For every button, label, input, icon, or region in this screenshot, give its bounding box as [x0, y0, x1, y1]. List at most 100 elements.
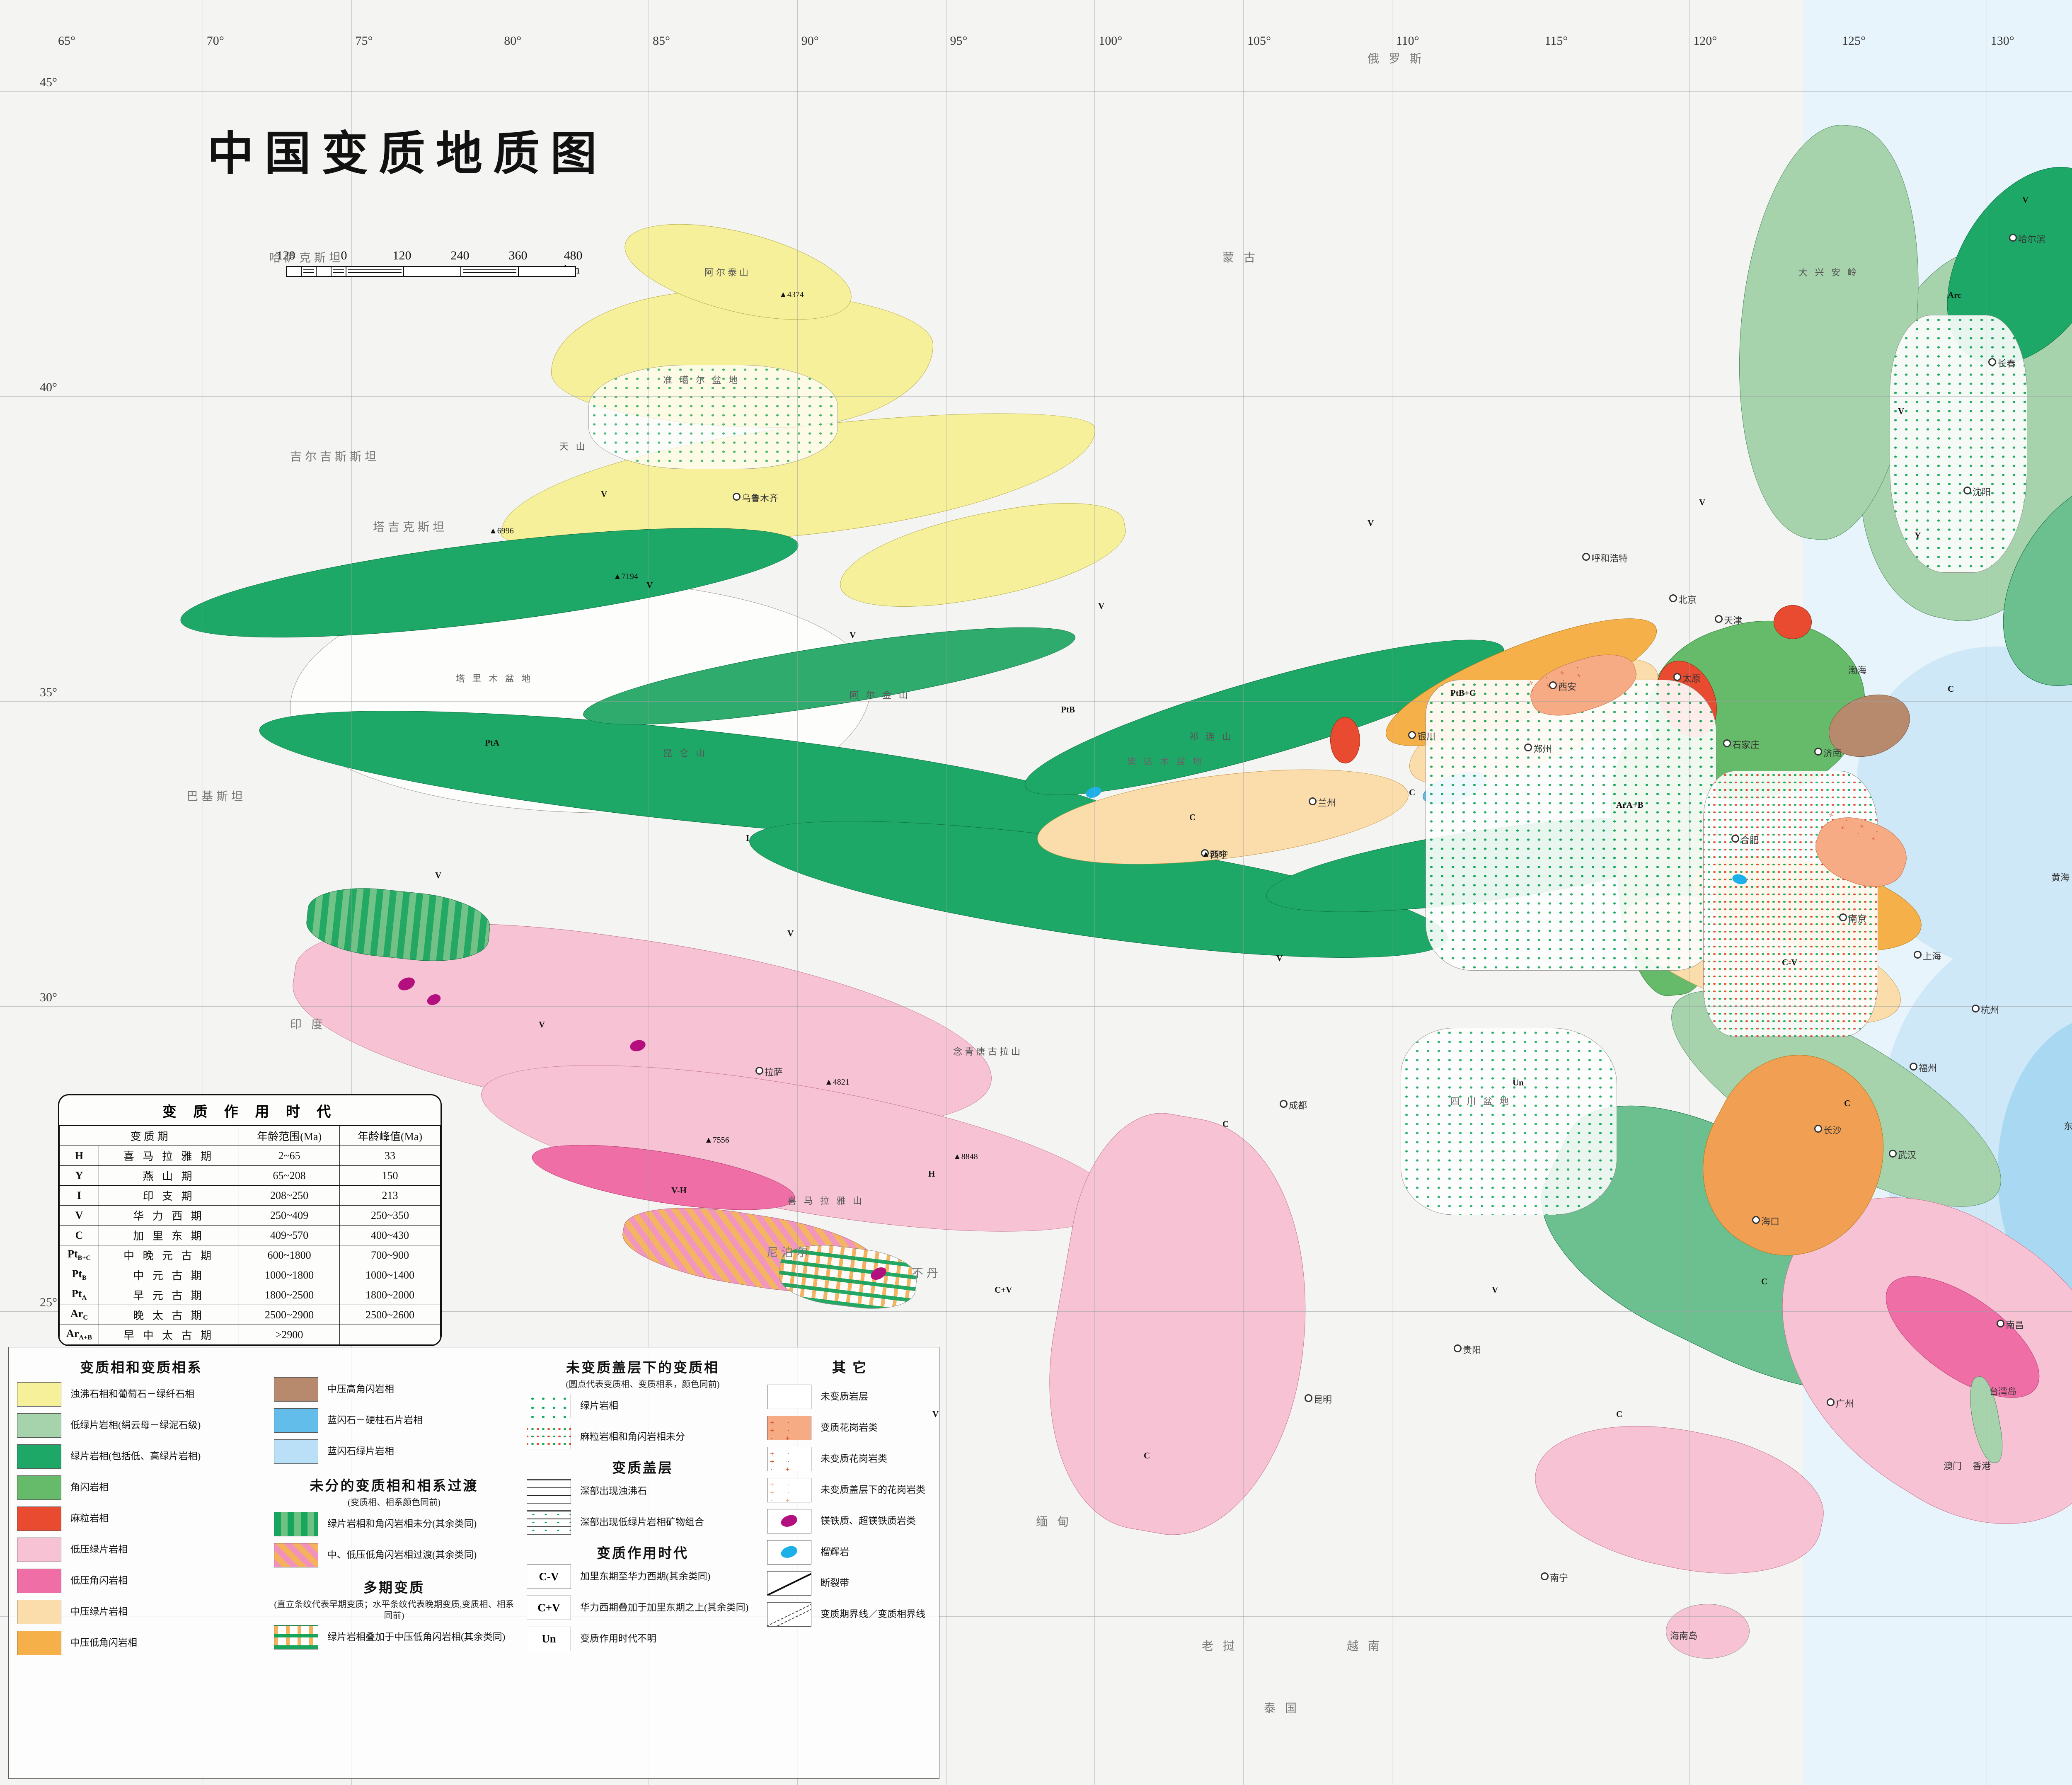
- mountain-label: 念青唐古拉山: [953, 1046, 1023, 1057]
- age-period-name: 印 支 期: [98, 1185, 240, 1206]
- legend-item[interactable]: 绿片岩相和角闪岩相未分(其余类同): [274, 1512, 514, 1537]
- city-dot-icon: [1814, 1125, 1822, 1133]
- city-dot-icon: [1889, 1150, 1897, 1158]
- legend-item[interactable]: 变质期界线／变质相界线: [767, 1602, 933, 1627]
- longitude-label: 130°: [1990, 34, 2014, 48]
- legend-items-age: C-V 加里东期至华力西期(其余类同) C+V 华力西期叠加于加里东期之上(其余类同)…: [527, 1565, 759, 1652]
- legend-swatch-pattern: [274, 1512, 318, 1537]
- legend-item[interactable]: 蓝闪石－硬柱石片岩相: [274, 1408, 514, 1433]
- legend-item[interactable]: 麻粒岩相和角闪岩相未分: [527, 1425, 759, 1450]
- age-table-header-range: 年龄范围(Ma): [239, 1126, 340, 1146]
- facies-code-label: V: [1276, 953, 1283, 963]
- legend-swatch: [17, 1569, 61, 1593]
- facies-code-label: V: [2022, 195, 2029, 205]
- peak-elevation-label: ▲5588: [1202, 850, 1227, 859]
- city-dot-icon: [1997, 1320, 2004, 1327]
- place-label: 哈尔滨: [2018, 234, 2046, 245]
- legend-item[interactable]: Un 变质作用时代不明: [527, 1627, 759, 1652]
- mountain-label: 阿 尔 金 山: [850, 690, 910, 700]
- city-dot-icon: [1723, 739, 1731, 747]
- scale-label: 120: [276, 249, 295, 262]
- legend-swatch-blob: [767, 1540, 811, 1565]
- legend-item[interactable]: 低压绿片岩相: [17, 1538, 266, 1562]
- place-label: 兰州: [1318, 798, 1336, 808]
- legend-item[interactable]: 榴辉岩: [767, 1540, 933, 1565]
- legend-item-label: 麻粒岩相: [70, 1513, 109, 1524]
- legend-item[interactable]: C-V 加里东期至华力西期(其余类同): [527, 1565, 759, 1589]
- legend-item[interactable]: 中压低角闪岩相: [17, 1631, 266, 1655]
- legend-item[interactable]: 镁铁质、超镁铁质岩类: [767, 1509, 933, 1533]
- facies-code-label: Arc: [1948, 290, 1962, 300]
- city-dot-icon: [1752, 1216, 1760, 1224]
- country-label: 尼泊尔: [767, 1246, 812, 1259]
- city-dot-icon: [1280, 1100, 1288, 1108]
- parallel-line: [0, 1311, 2072, 1312]
- age-peak: 1000~1400: [339, 1265, 441, 1285]
- meridian-line: [797, 0, 798, 1785]
- legend-swatch-pattern: [527, 1479, 571, 1504]
- legend-item[interactable]: 深部出现低绿片岩相矿物组合: [527, 1510, 759, 1535]
- longitude-label: 65°: [58, 34, 75, 48]
- legend-item[interactable]: + · + ·· + · + 未变质花岗岩类: [767, 1447, 933, 1471]
- legend-swatch: [17, 1538, 61, 1562]
- place-label: 呼和浩特: [1591, 553, 1628, 564]
- city-dot-icon: [1988, 358, 1996, 366]
- scale-label: 240: [450, 249, 470, 262]
- legend-items-facies: 浊沸石相和葡萄石－绿纤石相 低绿片岩相(绢云母－绿泥石级) 绿片岩相(包括低、高绿片…: [17, 1382, 266, 1655]
- age-symbol: H: [59, 1146, 99, 1166]
- place-label: 长沙: [1823, 1125, 1842, 1136]
- legend-item-label: 中压高角闪岩相: [327, 1384, 394, 1395]
- legend-item[interactable]: 蓝闪石绿片岩相: [274, 1439, 514, 1464]
- legend-swatch-line: [767, 1571, 811, 1596]
- legend-swatch-pattern: [527, 1510, 571, 1535]
- legend-heading-other: 其 它: [832, 1361, 868, 1376]
- city-dot-icon: [1715, 615, 1723, 623]
- longitude-label: 105°: [1247, 34, 1271, 48]
- legend-item[interactable]: + · + ·· + · + 未变质盖层下的花岗岩类: [767, 1478, 933, 1502]
- legend-item[interactable]: 低压角闪岩相: [17, 1569, 266, 1593]
- basin-label: 四 川 盆 地: [1450, 1096, 1511, 1107]
- scale-bar: 120 0 120 240 360 480 km: [277, 249, 583, 277]
- granite-plus-icon: + · + ·· + · +: [770, 1419, 795, 1440]
- city-dot-icon: [1914, 951, 1922, 959]
- age-period-name: 早 元 古 期: [98, 1285, 240, 1305]
- age-symbol: PtB: [59, 1265, 99, 1285]
- legend-item[interactable]: 中、低压低角闪岩相过渡(其余类同): [274, 1543, 514, 1568]
- legend-item[interactable]: + · + ·· + · + 变质花岗岩类: [767, 1416, 933, 1440]
- legend-item-label: 华力西期叠加于加里东期之上(其余类同): [580, 1602, 749, 1613]
- legend-item[interactable]: 断裂带: [767, 1571, 933, 1596]
- place-label: 济南: [1823, 748, 1842, 758]
- place-label: 南宁: [1550, 1573, 1569, 1583]
- legend-item[interactable]: 绿片岩相: [527, 1394, 759, 1419]
- legend-item[interactable]: 角闪岩相: [17, 1475, 266, 1500]
- legend-heading-facies: 变质相和变质相系: [80, 1361, 203, 1376]
- legend-item[interactable]: 绿片岩相叠加于中压低角闪岩相(其余类同): [274, 1625, 514, 1649]
- legend-item[interactable]: 低绿片岩相(绢云母－绿泥石级): [17, 1413, 266, 1438]
- legend-item[interactable]: 深部出现浊沸石: [527, 1479, 759, 1504]
- age-peak: [339, 1325, 441, 1345]
- meridian-line: [351, 0, 352, 1785]
- legend-item[interactable]: 中压高角闪岩相: [274, 1377, 514, 1402]
- longitude-label: 90°: [801, 34, 819, 48]
- legend-item[interactable]: 中压绿片岩相: [17, 1600, 266, 1624]
- legend-code-box: C+V: [527, 1596, 571, 1620]
- legend-item[interactable]: 未变质岩层: [767, 1385, 933, 1409]
- legend-item[interactable]: 麻粒岩相: [17, 1506, 266, 1531]
- legend-item[interactable]: C+V 华力西期叠加于加里东期之上(其余类同): [527, 1596, 759, 1620]
- legend-code-box: Un: [527, 1627, 571, 1652]
- latitude-label: 25°: [40, 1296, 57, 1309]
- city-dot-icon: [1827, 1398, 1835, 1406]
- legend-items-metamorphic-cover: 深部出现浊沸石 深部出现低绿片岩相矿物组合: [527, 1479, 759, 1535]
- age-symbol: Y: [59, 1165, 99, 1186]
- age-symbol: ArC: [59, 1305, 99, 1325]
- place-label: 黄海: [2051, 872, 2070, 883]
- legend-item[interactable]: 绿片岩相(包括低、高绿片岩相): [17, 1444, 266, 1469]
- country-label: 哈萨克斯坦: [269, 252, 344, 264]
- age-period-name: 中 元 古 期: [98, 1265, 240, 1285]
- legend-item[interactable]: 浊沸石相和葡萄石－绿纤石相: [17, 1382, 266, 1407]
- fault-line-icon: [767, 1572, 811, 1595]
- rock-body-blob-icon: [779, 1544, 799, 1560]
